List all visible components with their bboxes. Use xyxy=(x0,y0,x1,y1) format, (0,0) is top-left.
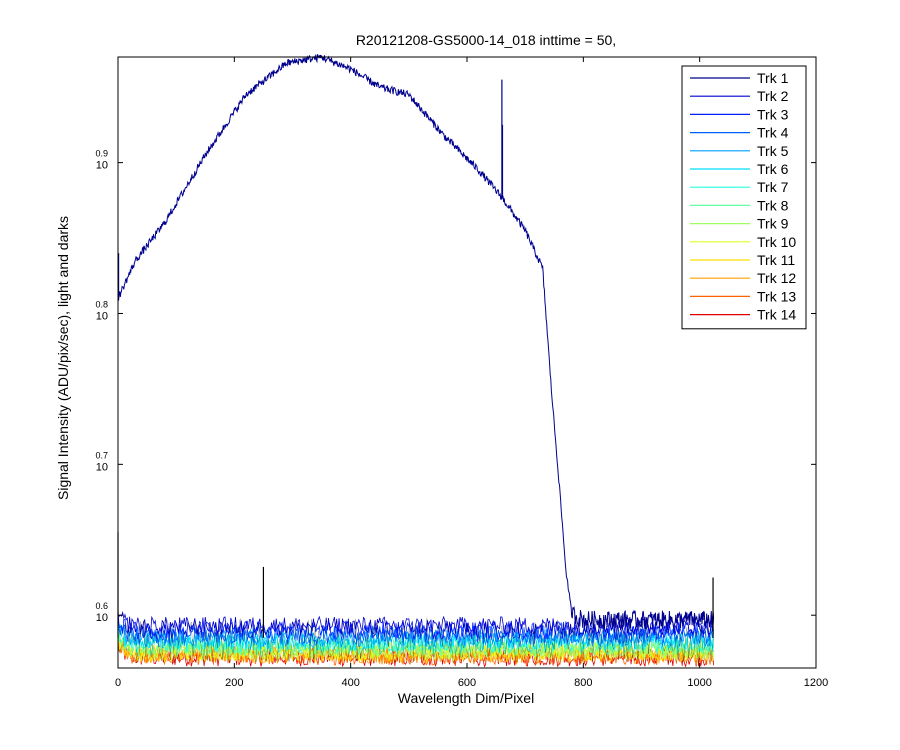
legend-label: Trk 6 xyxy=(757,161,789,177)
dark-noise-overlay xyxy=(117,618,714,664)
legend-label: Trk 10 xyxy=(757,234,796,250)
x-tick-label: 400 xyxy=(341,677,359,689)
y-tick-label-exponent: 0.7 xyxy=(95,450,108,460)
y-tick-label-exponent: 0.9 xyxy=(95,149,108,159)
x-axis-label: Wavelength Dim/Pixel xyxy=(398,690,534,706)
y-tick-label-base: 10 xyxy=(96,310,108,322)
x-tick-label: 1200 xyxy=(804,677,828,689)
legend-label: Trk 7 xyxy=(757,179,789,195)
legend-label: Trk 11 xyxy=(757,252,795,268)
y-tick-label-base: 10 xyxy=(96,461,108,473)
x-tick-label: 200 xyxy=(225,677,243,689)
x-tick-label: 800 xyxy=(574,677,592,689)
legend-label: Trk 5 xyxy=(757,143,789,159)
y-axis-label: Signal Intensity (ADU/pix/sec), light an… xyxy=(55,216,71,500)
x-tick-label: 600 xyxy=(458,677,476,689)
legend-label: Trk 8 xyxy=(757,197,789,213)
series-line-trk-14 xyxy=(117,641,715,668)
legend: Trk 1 Trk 2 Trk 3 Trk 4 Trk 5 Trk 6 Trk 7 Trk 8… xyxy=(681,65,807,330)
legend-label: Trk 4 xyxy=(757,125,789,141)
chart-title: R20121208-GS5000-14_018 inttime = 50, xyxy=(356,32,616,48)
series-line-trk-1 xyxy=(117,54,715,630)
legend-label: Trk 9 xyxy=(757,216,789,232)
legend-label: Trk 13 xyxy=(757,288,796,304)
y-tick-label-exponent: 0.6 xyxy=(95,601,108,611)
y-tick-label-exponent: 0.8 xyxy=(95,299,108,309)
legend-label: Trk 14 xyxy=(757,307,796,323)
legend-label: Trk 12 xyxy=(757,270,796,286)
legend-label: Trk 1 xyxy=(757,70,789,86)
series-line-trk-2 xyxy=(117,610,715,636)
axis-ticks: 0 200 400 600 800 1000 1200100.6100.7100.8100.… xyxy=(95,57,828,689)
x-tick-label: 0 xyxy=(115,677,121,689)
legend-label: Trk 3 xyxy=(757,106,789,122)
x-tick-label: 1000 xyxy=(687,677,711,689)
legend-box xyxy=(681,65,807,330)
y-tick-label-base: 10 xyxy=(96,612,108,624)
y-tick-label-base: 10 xyxy=(96,160,108,172)
legend-label: Trk 2 xyxy=(757,88,789,104)
